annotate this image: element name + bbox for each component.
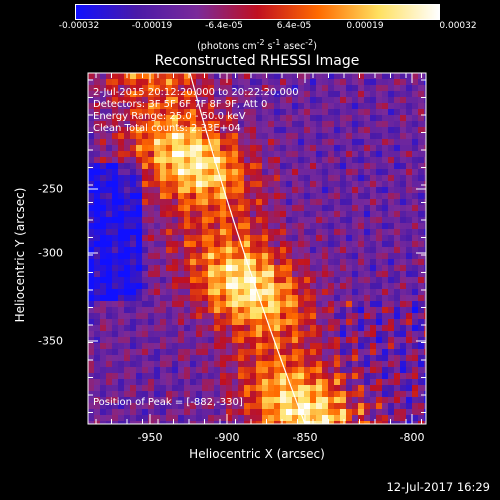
colorbar-tick-label: 6.4e-05 — [276, 21, 312, 31]
axis-ticks — [88, 73, 426, 424]
x-axis-label: Heliocentric X (arcsec) — [189, 447, 325, 461]
info-energy-range: Energy Range: 25.0 - 50.0 keV — [93, 111, 246, 122]
timestamp: 12-Jul-2017 16:29 — [386, 480, 490, 494]
y-axis-label: Heliocentric Y (arcsec) — [13, 187, 27, 323]
colorbar-tick-label: 0.00032 — [439, 21, 477, 31]
image-title: Reconstructed RHESSI Image — [154, 53, 360, 69]
x-tick-label: -950 — [137, 431, 163, 444]
y-tick-label: -350 — [38, 334, 63, 348]
info-clean-counts: Clean Total counts: 2.33E+04 — [93, 123, 241, 134]
x-tick-label: -800 — [399, 431, 425, 444]
info-time-range: 2-Jul-2015 20:12:20.000 to 20:22:20.000 — [93, 87, 299, 98]
colorbar-tick-label: -0.00019 — [131, 21, 173, 31]
x-tick-label: -850 — [292, 431, 318, 444]
colorbar-tick-label: -6.4e-05 — [205, 21, 243, 31]
colorbar-tick-label: -0.00032 — [58, 21, 100, 31]
colorbar — [75, 4, 440, 20]
solar-limb-line — [189, 72, 306, 425]
colorbar-units: (photons cm-2 s-1 asec-2) — [197, 38, 317, 53]
info-detectors: Detectors: 3F 5F 6F 7F 8F 9F, Att 0 — [93, 99, 268, 110]
x-tick-label: -900 — [214, 431, 240, 444]
y-tick-label: -300 — [38, 246, 63, 260]
heatmap-image — [88, 73, 426, 424]
peak-position-label: Position of Peak = [-882,-330] — [93, 397, 243, 408]
plot-frame — [87, 72, 427, 425]
y-tick-label: -250 — [38, 182, 63, 196]
colorbar-tick-label: 0.00019 — [346, 21, 384, 31]
